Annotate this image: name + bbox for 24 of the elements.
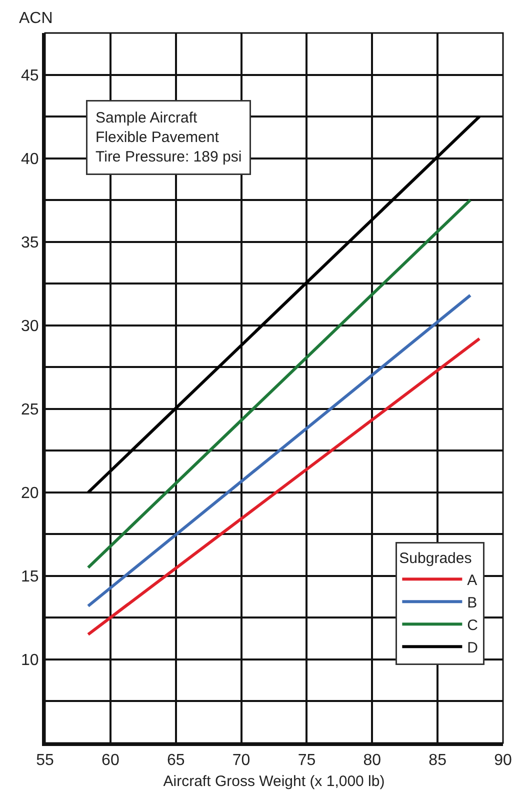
y-tick-label: 45 [21,67,39,84]
legend-label: C [467,617,478,634]
x-tick-label: 80 [363,752,382,770]
legend-label: B [467,594,478,612]
x-tick-label: 60 [102,752,120,770]
x-axis-title: Aircraft Gross Weight (x 1,000 lb) [163,773,385,790]
x-tick-label: 55 [36,752,54,770]
x-tick-label: 65 [166,752,185,770]
x-tick-label: 90 [494,752,512,770]
x-tick-label: 70 [232,752,250,770]
y-tick-label: 25 [21,401,39,418]
legend-label: A [467,572,478,589]
y-tick-label: 15 [21,568,39,586]
y-tick-label: 20 [21,485,39,502]
legend-label: D [467,640,478,656]
annotation: Sample Aircraft Flexible Pavement Tire Pressure: 189 psi [96,110,242,166]
y-tick-label: 30 [21,318,39,335]
legend-title: Subgrades [399,550,472,567]
y-tick-label: 10 [21,652,39,670]
y-tick-label: 35 [21,234,39,252]
y-axis-title: ACN [19,10,53,27]
y-tick-label: 40 [21,150,39,168]
x-tick-label: 85 [428,752,447,770]
x-tick-label: 75 [298,752,316,770]
